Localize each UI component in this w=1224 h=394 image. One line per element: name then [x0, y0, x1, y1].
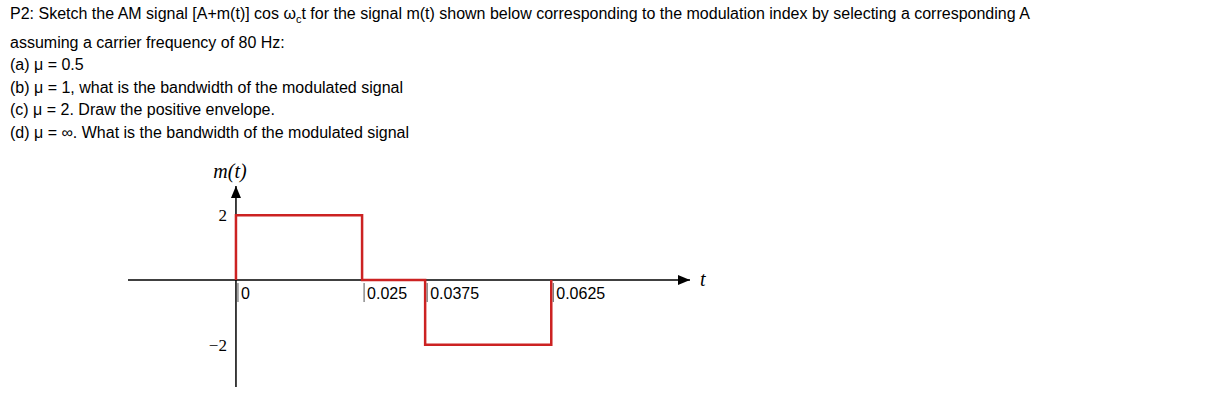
- svg-text:t: t: [700, 268, 706, 290]
- svg-text:2: 2: [218, 206, 227, 225]
- html-text:assuming a carrier frequency o: assuming a carrier frequency of 80 Hz:: [10, 34, 285, 51]
- svg-text:0.0375: 0.0375: [430, 285, 479, 302]
- svg-text:0.0625: 0.0625: [556, 285, 605, 302]
- svg-text:m(t): m(t): [213, 160, 247, 183]
- svg-text:0: 0: [241, 285, 250, 302]
- svg-text:−2: −2: [209, 336, 227, 355]
- svg-text:0.025: 0.025: [367, 285, 407, 302]
- html-text:(d) μ = ∞. What is the bandwid: (d) μ = ∞. What is the bandwidth of the …: [10, 123, 410, 141]
- html-text:P2: Sketch the AM signal [A+m(: P2: Sketch the AM signal [A+m(t)] cos ωc…: [10, 5, 1030, 26]
- html-text:(c) μ = 2. Draw the positive e: (c) μ = 2. Draw the positive envelope.: [10, 101, 275, 119]
- html-text:(a) μ = 0.5: (a) μ = 0.5: [10, 56, 84, 74]
- html-text:(b) μ = 1, what is the bandwid: (b) μ = 1, what is the bandwidth of the …: [10, 78, 403, 96]
